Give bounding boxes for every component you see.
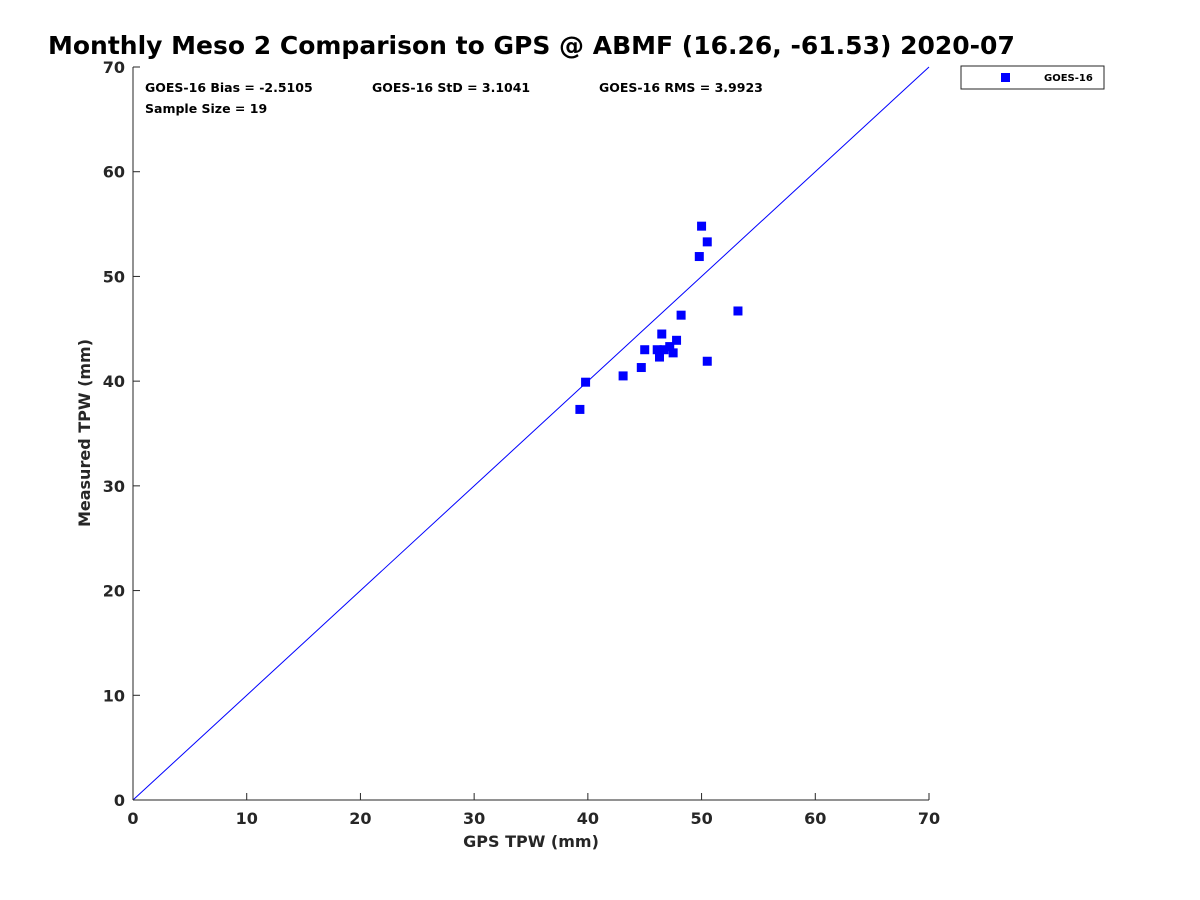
data-point: [659, 345, 669, 355]
x-tick-label: 40: [577, 809, 599, 828]
x-tick-label: 10: [236, 809, 258, 828]
data-point: [668, 348, 678, 358]
rms-stat: GOES-16 RMS = 3.9923: [599, 80, 763, 95]
data-point: [702, 356, 712, 366]
y-tick-label: 50: [103, 267, 125, 286]
y-tick-label: 70: [103, 58, 125, 77]
data-point: [676, 310, 686, 320]
data-point: [665, 342, 675, 352]
bias-stat: GOES-16 Bias = -2.5105: [145, 80, 313, 95]
data-point: [694, 252, 704, 262]
x-tick-label: 70: [918, 809, 940, 828]
legend-label-goes-16: GOES-16: [1044, 73, 1093, 84]
y-tick-label: 10: [103, 686, 125, 705]
x-tick-label: 50: [690, 809, 712, 828]
y-axis-ticks: 0 10 20 30 40 50 60 70: [103, 58, 140, 810]
y-tick-label: 20: [103, 582, 125, 601]
sample-size-stat: Sample Size = 19: [145, 101, 267, 116]
data-point: [652, 345, 662, 355]
legend-marker-goes-16: [1001, 73, 1010, 82]
x-tick-label: 30: [463, 809, 485, 828]
y-tick-label: 0: [114, 791, 125, 810]
data-point: [697, 221, 707, 231]
x-axis-ticks: 0 10 20 30 40 50 60 70: [127, 793, 940, 828]
legend-box: [960, 65, 1105, 90]
data-point: [702, 237, 712, 247]
x-tick-label: 60: [804, 809, 826, 828]
one-to-one-reference-line: [132, 66, 930, 801]
y-axis-label: Measured TPW (mm): [75, 339, 94, 527]
y-tick-label: 40: [103, 372, 125, 391]
data-point: [672, 335, 682, 345]
data-point: [733, 306, 743, 316]
data-point: [657, 329, 667, 339]
data-point: [654, 352, 664, 362]
data-point: [640, 345, 650, 355]
y-tick-label: 60: [103, 163, 125, 182]
y-tick-label: 30: [103, 477, 125, 496]
legend: GOES-16: [960, 65, 1105, 90]
data-point: [575, 404, 585, 414]
data-point: [618, 371, 628, 381]
data-point: [636, 363, 646, 373]
data-points: [575, 221, 743, 414]
data-point: [581, 377, 591, 387]
x-tick-label: 0: [127, 809, 138, 828]
x-tick-label: 20: [349, 809, 371, 828]
std-stat: GOES-16 StD = 3.1041: [372, 80, 530, 95]
plot-area: 0 10 20 30 40 50 60 70 0 10 20 30 40 50 60 70: [103, 58, 940, 828]
chart-title: Monthly Meso 2 Comparison to GPS @ ABMF …: [48, 31, 1015, 60]
x-axis-label: GPS TPW (mm): [463, 832, 599, 851]
